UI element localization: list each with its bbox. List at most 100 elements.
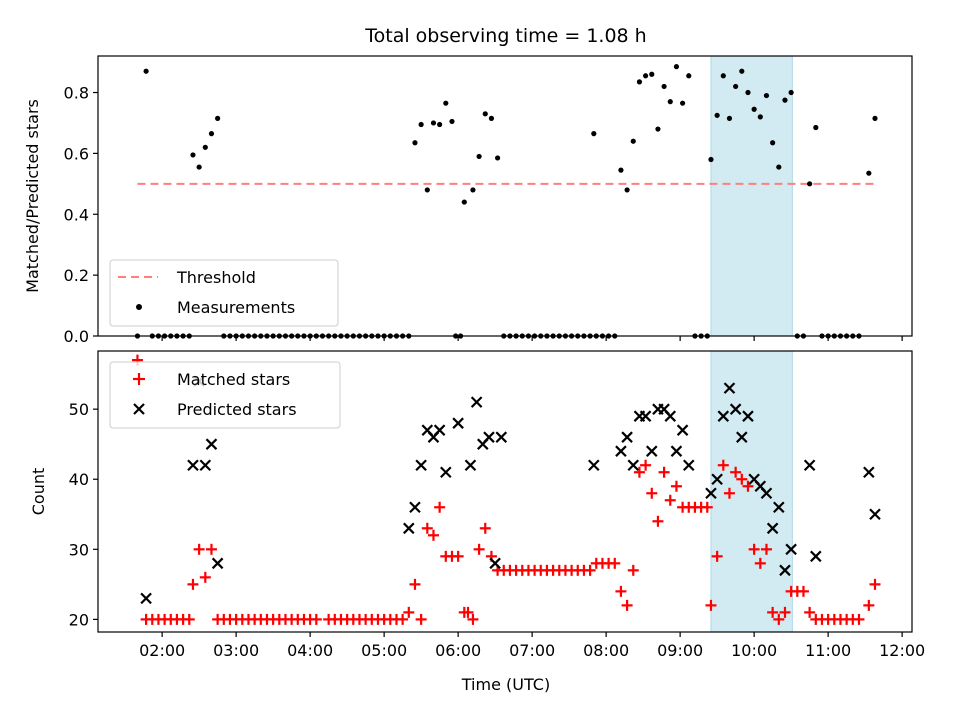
matched-star-point bbox=[479, 522, 491, 534]
matched-star-point bbox=[427, 529, 439, 541]
matched-star-point bbox=[730, 466, 742, 478]
bottom-points bbox=[131, 354, 881, 625]
predicted-star-point bbox=[676, 424, 689, 436]
matched-star-point bbox=[193, 543, 205, 555]
measurement-point bbox=[770, 140, 776, 146]
bottom-y-ticks: 20 30 40 50 bbox=[69, 400, 98, 629]
predicted-star-point bbox=[639, 410, 652, 422]
matched-star-point bbox=[804, 606, 816, 618]
matched-star-point bbox=[664, 494, 676, 506]
matched-star-point bbox=[183, 613, 195, 625]
x-tick-label: 09:00 bbox=[657, 641, 703, 660]
top-x-ticks bbox=[161, 336, 903, 341]
measurement-point bbox=[418, 121, 424, 128]
matched-star-point bbox=[736, 473, 748, 485]
legend-predicted-label: Predicted stars bbox=[177, 400, 297, 419]
bottom-legend[interactable]: Matched stars Predicted stars bbox=[109, 361, 341, 429]
predicted-star-point bbox=[403, 522, 415, 535]
predicted-star-point bbox=[766, 522, 779, 535]
measurement-point bbox=[443, 100, 449, 106]
predicted-star-point bbox=[211, 557, 224, 570]
top-panel: 0.0 0.2 0.4 0.6 0.8 Matched/Predicted stars bbox=[23, 55, 913, 346]
predicted-star-point bbox=[409, 501, 421, 514]
predicted-star-point bbox=[760, 487, 773, 500]
measurement-point bbox=[624, 187, 630, 193]
measurement-point bbox=[720, 73, 726, 79]
matched-star-point bbox=[717, 459, 729, 471]
predicted-star-point bbox=[664, 410, 677, 422]
measurement-point bbox=[618, 167, 624, 173]
x-tick-label: 05:00 bbox=[361, 641, 407, 660]
predicted-star-point bbox=[803, 459, 816, 471]
measurement-point bbox=[813, 124, 819, 131]
matched-star-point bbox=[397, 613, 409, 625]
measurement-point bbox=[643, 73, 649, 79]
measurement-point bbox=[196, 164, 202, 170]
matched-star-point bbox=[633, 466, 645, 478]
matched-star-point bbox=[652, 515, 664, 527]
bottom-highlight-span bbox=[710, 350, 793, 633]
top-points bbox=[134, 64, 878, 339]
matched-star-point bbox=[767, 606, 779, 618]
measurement-point bbox=[751, 106, 757, 112]
predicted-star-point bbox=[627, 459, 640, 471]
predicted-star-point bbox=[621, 431, 633, 443]
measurement-point bbox=[680, 100, 686, 106]
legend-measurements-label: Measurements bbox=[177, 298, 295, 317]
matched-star-point bbox=[409, 578, 421, 590]
matched-star-point bbox=[760, 543, 772, 555]
predicted-star-point bbox=[495, 431, 508, 443]
measurement-point bbox=[757, 114, 763, 120]
bottom-x-ticks: 02:00 03:00 04:00 05:00 06:00 07:00 08:00 09:00… bbox=[139, 632, 925, 660]
x-axis-label: Time (UTC) bbox=[461, 675, 550, 694]
matched-star-point bbox=[701, 501, 713, 513]
chart-title: Total observing time = 1.08 h bbox=[364, 25, 646, 47]
predicted-star-point bbox=[729, 403, 742, 415]
measurement-point bbox=[591, 131, 597, 137]
predicted-star-point bbox=[717, 410, 730, 422]
measurement-point bbox=[763, 92, 770, 99]
bottom-y-tick-label: 40 bbox=[69, 470, 89, 489]
predicted-star-point bbox=[415, 459, 427, 471]
measurement-point bbox=[726, 115, 733, 121]
top-y-axis-label: Matched/Predicted stars bbox=[23, 99, 42, 293]
matched-star-point bbox=[415, 613, 427, 625]
measurement-point bbox=[745, 89, 751, 96]
matched-star-point bbox=[658, 466, 670, 478]
measurement-point bbox=[649, 71, 655, 77]
bottom-legend-box bbox=[109, 361, 341, 429]
matched-star-point bbox=[705, 599, 717, 611]
predicted-star-point bbox=[205, 438, 218, 450]
predicted-star-point bbox=[470, 396, 483, 408]
measurement-point bbox=[208, 131, 215, 137]
top-legend[interactable]: Threshold Measurements bbox=[109, 259, 339, 327]
legend-threshold-label: Threshold bbox=[176, 268, 256, 287]
predicted-star-point bbox=[140, 592, 152, 605]
measurement-point bbox=[215, 115, 221, 121]
measurement-point bbox=[424, 187, 430, 193]
measurement-point bbox=[202, 144, 208, 150]
predicted-star-point bbox=[736, 431, 748, 443]
top-y-tick-label: 0.4 bbox=[64, 205, 89, 224]
matched-star-point bbox=[863, 599, 875, 611]
measurement-point bbox=[872, 115, 878, 121]
legend-measurements-swatch bbox=[136, 304, 142, 310]
measurement-point bbox=[733, 83, 739, 90]
matched-star-point bbox=[584, 564, 596, 576]
matched-star-point bbox=[797, 585, 809, 597]
matched-star-point bbox=[869, 578, 881, 590]
measurement-point bbox=[495, 155, 501, 161]
measurement-point bbox=[655, 126, 661, 132]
predicted-star-point bbox=[810, 550, 822, 563]
measurement-point bbox=[739, 68, 745, 74]
measurement-point bbox=[782, 97, 788, 103]
matched-star-point bbox=[310, 613, 322, 625]
top-y-tick-label: 0.0 bbox=[64, 327, 89, 346]
top-axes-frame bbox=[97, 55, 913, 337]
matched-star-point bbox=[627, 564, 639, 576]
x-tick-label: 06:00 bbox=[435, 641, 481, 660]
measurement-point bbox=[482, 111, 488, 117]
measurement-point bbox=[673, 64, 680, 70]
